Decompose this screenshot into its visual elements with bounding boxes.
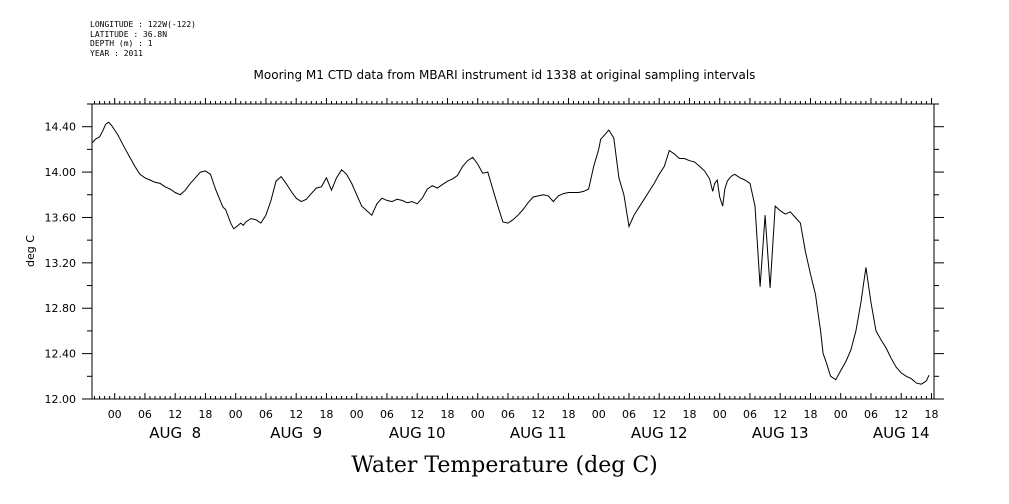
day-label: AUG 8 — [149, 424, 201, 442]
x-tick-label: 06 — [138, 408, 152, 421]
y-tick-label: 12.00 — [45, 393, 77, 406]
x-tick-label: 12 — [168, 408, 182, 421]
station-metadata: LONGITUDE : 122W(-122) LATITUDE : 36.8N … — [90, 20, 196, 58]
latitude-label: LATITUDE : 36.8N — [90, 29, 168, 39]
y-tick-label: 13.60 — [45, 211, 77, 224]
year-label: YEAR : 2011 — [90, 48, 143, 58]
x-tick-label: 18 — [319, 408, 333, 421]
x-tick-label: 12 — [410, 408, 424, 421]
x-tick-labels: 00 06 12 18 00 06 12 18 00 06 12 18 00 06 12 18 00 06 12 18… — [108, 408, 939, 421]
temperature-series-line — [92, 121, 930, 385]
day-label: AUG 11 — [510, 424, 567, 442]
x-tick-label: 00 — [713, 408, 727, 421]
y-axis-title: deg C — [24, 235, 37, 267]
x-tick-label: 06 — [380, 408, 394, 421]
x-tick-label: 00 — [108, 408, 122, 421]
day-labels: AUG 8 AUG 9 AUG 10 AUG 11 AUG 12 AUG 13 AUG 14 — [149, 424, 929, 442]
day-label: AUG 10 — [389, 424, 446, 442]
day-label: AUG 12 — [631, 424, 688, 442]
longitude-label: LONGITUDE : 122W(-122) — [90, 20, 196, 29]
x-tick-label: 18 — [682, 408, 696, 421]
tick-marks — [82, 98, 944, 400]
x-tick-label: 18 — [198, 408, 212, 421]
plot-frame — [91, 103, 935, 400]
x-tick-label: 12 — [652, 408, 666, 421]
day-label: AUG 14 — [873, 424, 930, 442]
x-tick-label: 18 — [561, 408, 575, 421]
y-tick-label: 14.40 — [45, 121, 77, 134]
x-tick-label: 12 — [531, 408, 545, 421]
x-tick-label: 00 — [592, 408, 606, 421]
day-label: AUG 13 — [752, 424, 809, 442]
x-tick-label: 18 — [924, 408, 938, 421]
x-tick-label: 12 — [894, 408, 908, 421]
x-tick-label: 06 — [743, 408, 757, 421]
x-tick-label: 00 — [350, 408, 364, 421]
y-tick-label: 12.80 — [45, 302, 77, 315]
day-label: AUG 9 — [270, 424, 322, 442]
x-tick-label: 18 — [803, 408, 817, 421]
x-tick-label: 18 — [440, 408, 454, 421]
y-tick-labels: 12.00 12.40 12.80 13.20 13.60 14.00 14.40 — [45, 121, 77, 406]
x-tick-label: 06 — [501, 408, 515, 421]
x-axis-title: Water Temperature (deg C) — [351, 453, 658, 478]
y-tick-label: 14.00 — [45, 166, 77, 179]
x-tick-label: 00 — [229, 408, 243, 421]
x-tick-label: 12 — [773, 408, 787, 421]
x-tick-label: 06 — [622, 408, 636, 421]
x-tick-label: 00 — [834, 408, 848, 421]
x-tick-label: 06 — [864, 408, 878, 421]
depth-label: DEPTH (m) : 1 — [90, 39, 153, 48]
x-tick-label: 06 — [259, 408, 273, 421]
x-tick-label: 12 — [289, 408, 303, 421]
y-tick-label: 12.40 — [45, 348, 77, 361]
x-tick-label: 00 — [471, 408, 485, 421]
y-tick-label: 13.20 — [45, 257, 77, 270]
chart-title: Mooring M1 CTD data from MBARI instrumen… — [253, 68, 756, 82]
